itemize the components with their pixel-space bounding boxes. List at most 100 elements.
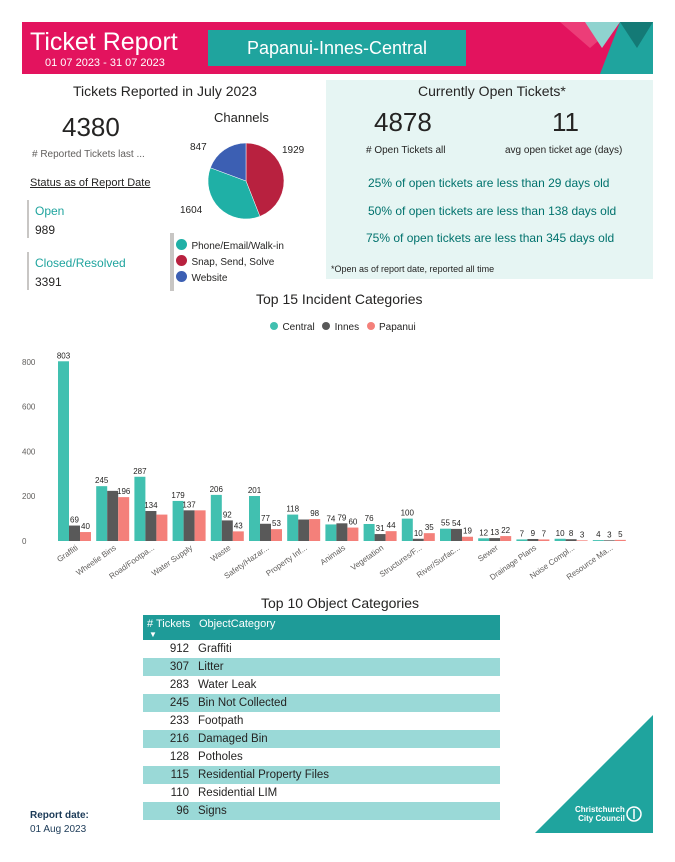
table-cell-tickets: 307 [169, 661, 189, 673]
bar-papanui[interactable] [423, 533, 435, 541]
bar-innes[interactable] [412, 538, 424, 541]
bar-innes[interactable] [451, 528, 462, 541]
table-row[interactable]: 128 Potholes [143, 748, 500, 766]
sort-desc-icon[interactable]: ▼ [149, 630, 157, 639]
x-tick-label: Water Supply [150, 543, 194, 578]
bar-data-label: 206 [210, 485, 224, 494]
legend-dot-phone [176, 239, 187, 251]
y-tick-label: 0 [22, 537, 27, 546]
bar-data-label: 19 [463, 527, 472, 536]
bar-data-label: 10 [556, 529, 565, 538]
table-row[interactable]: 110 Residential LIM [143, 784, 500, 802]
pie-slice-website[interactable] [210, 142, 247, 182]
bar-innes[interactable] [145, 511, 157, 541]
table-row[interactable]: 912 Graffiti [143, 640, 500, 658]
table-row[interactable]: 283 Water Leak [143, 676, 500, 694]
closed-divider [27, 252, 29, 290]
table-cell-category: Signs [198, 805, 227, 817]
bar-papanui[interactable] [538, 539, 550, 541]
bar-papanui[interactable] [385, 531, 397, 541]
report-date-value: 01 Aug 2023 [30, 824, 87, 835]
bar-central[interactable] [440, 528, 451, 541]
bar-innes[interactable] [298, 519, 310, 541]
open-count: 4878 [374, 107, 432, 137]
bar-papanui[interactable] [118, 497, 130, 541]
bar-central[interactable] [516, 539, 528, 541]
legend-dot-papanui [366, 322, 375, 330]
bar-central[interactable] [96, 486, 108, 541]
bar-central[interactable] [325, 524, 337, 541]
col-header-tickets[interactable]: # Tickets [147, 618, 191, 630]
bar-innes[interactable] [221, 520, 233, 541]
bar-data-label: 7 [542, 529, 547, 538]
bar-innes[interactable] [107, 490, 119, 541]
bar-central[interactable] [172, 500, 184, 541]
y-tick-label: 600 [22, 403, 36, 412]
table-row[interactable]: 115 Residential Property Files [143, 766, 500, 784]
bar-central[interactable] [401, 518, 413, 541]
pie-slice-snap[interactable] [245, 142, 285, 217]
table-row[interactable]: 307 Litter [143, 658, 500, 676]
pie-slice-phone[interactable] [207, 167, 261, 220]
bar-innes[interactable] [260, 523, 271, 541]
bar-innes[interactable] [69, 525, 80, 541]
bar-central[interactable] [592, 540, 604, 541]
bar-data-label: 287 [133, 467, 147, 476]
bar-innes[interactable] [565, 539, 577, 541]
bar-central[interactable] [478, 538, 490, 541]
bar-innes[interactable] [183, 510, 195, 541]
table-row[interactable]: 245 Bin Not Collected [143, 694, 500, 712]
bar-papanui[interactable] [156, 514, 168, 541]
bar-papanui[interactable] [576, 540, 588, 541]
table-cell-tickets: 128 [169, 751, 189, 763]
bar-papanui[interactable] [80, 532, 91, 541]
bar-innes[interactable] [336, 523, 348, 541]
bar-papanui[interactable] [232, 531, 244, 541]
x-tick-label: Animals [319, 543, 347, 567]
table-cell-category: Bin Not Collected [198, 697, 287, 709]
bar-data-label: 77 [261, 514, 270, 523]
bar-innes[interactable] [374, 534, 386, 541]
date-range: 01 07 2023 - 31 07 2023 [45, 57, 165, 69]
bar-central[interactable] [58, 361, 69, 541]
table-cell-category: Water Leak [198, 679, 257, 691]
table-row[interactable]: 96 Signs [143, 802, 500, 820]
legend-scrollbar[interactable] [170, 233, 174, 291]
bar-data-label: 8 [569, 529, 574, 538]
table-cell-category: Graffiti [198, 643, 232, 655]
bar-papanui[interactable] [271, 529, 282, 541]
bar-central[interactable] [210, 494, 222, 541]
incident-chart-title: Top 15 Incident Categories [256, 291, 423, 307]
bar-papanui[interactable] [614, 539, 626, 541]
open-footnote: *Open as of report date, reported all ti… [331, 264, 495, 274]
closed-status-label: Closed/Resolved [35, 256, 126, 270]
legend-item-website: Website [176, 268, 227, 286]
table-cell-tickets: 115 [170, 769, 189, 781]
bar-central[interactable] [287, 514, 299, 541]
bar-papanui[interactable] [462, 536, 473, 541]
table-row[interactable]: 216 Damaged Bin [143, 730, 500, 748]
legend-label-central: Central [282, 322, 315, 333]
legend-label-phone: Phone/Email/Walk-in [191, 241, 284, 252]
open-status-value: 989 [35, 223, 56, 237]
col-header-category[interactable]: ObjectCategory [199, 618, 276, 630]
bar-innes[interactable] [603, 540, 615, 541]
bar-papanui[interactable] [347, 527, 359, 541]
bar-data-label: 3 [580, 530, 585, 539]
pie-label-snap: 1929 [282, 145, 305, 156]
bar-innes[interactable] [489, 538, 501, 541]
bar-central[interactable] [134, 476, 146, 541]
header-decoration [560, 22, 653, 74]
bar-innes[interactable] [527, 538, 539, 541]
bar-papanui[interactable] [194, 510, 206, 541]
bar-data-label: 22 [501, 526, 510, 535]
bar-central[interactable] [249, 496, 260, 541]
bar-data-label: 76 [365, 514, 374, 523]
bar-central[interactable] [554, 538, 566, 541]
bar-papanui[interactable] [500, 536, 512, 541]
bar-data-label: 35 [425, 523, 434, 532]
table-row[interactable]: 233 Footpath [143, 712, 500, 730]
bar-central[interactable] [363, 523, 375, 541]
bar-data-label: 179 [171, 491, 185, 500]
bar-papanui[interactable] [309, 519, 321, 541]
